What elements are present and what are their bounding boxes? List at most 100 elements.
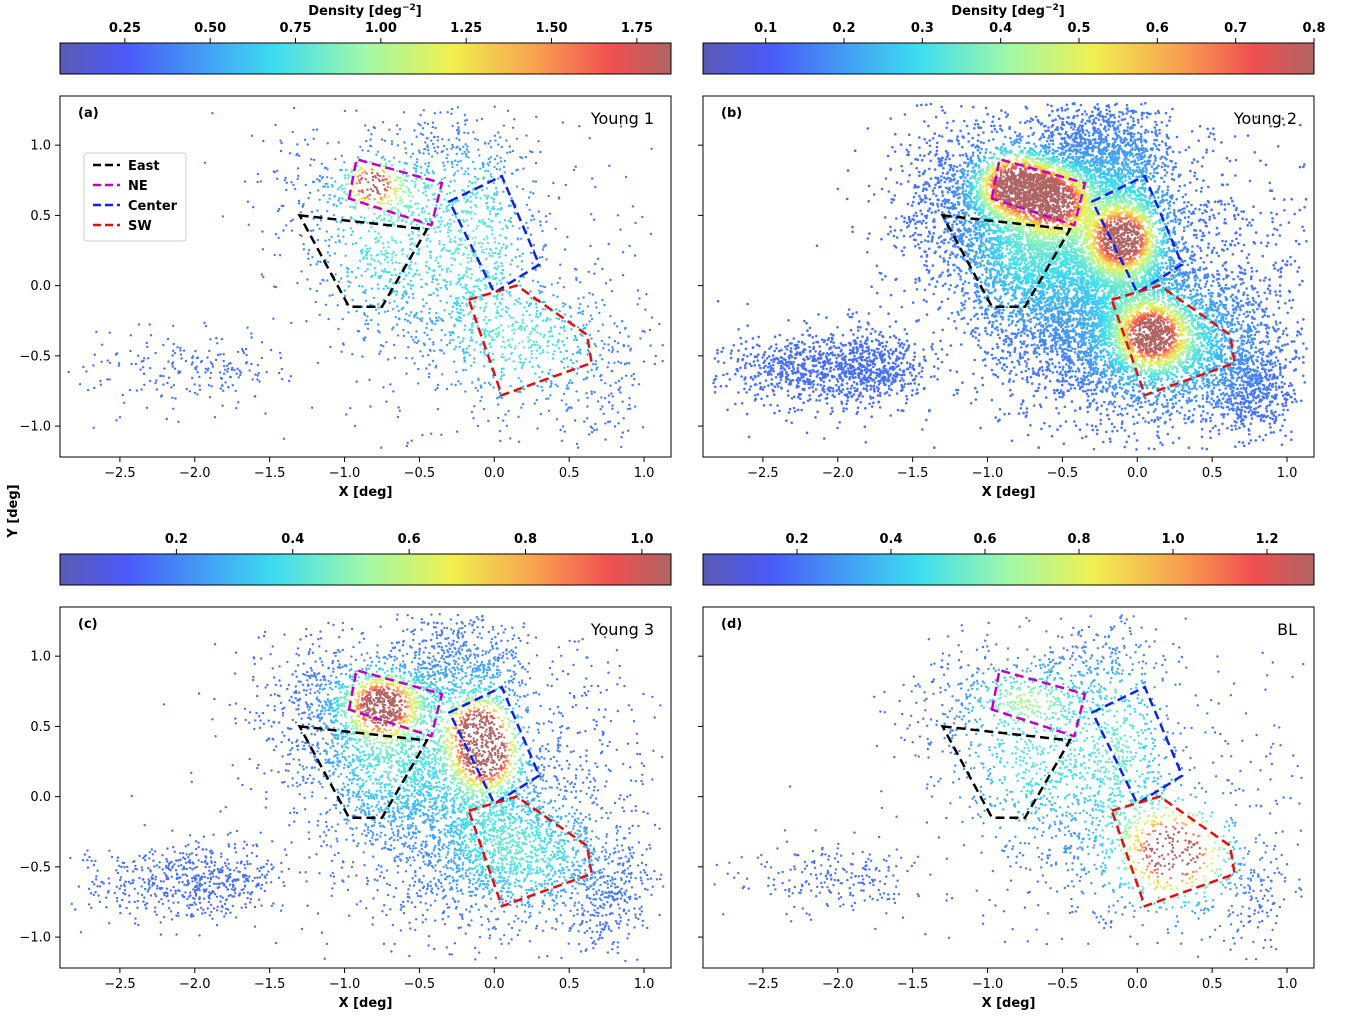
scatter-point xyxy=(436,152,438,154)
scatter-point xyxy=(1264,277,1267,280)
scatter-point xyxy=(1234,244,1237,247)
scatter-point xyxy=(410,311,412,313)
scatter-point xyxy=(717,300,720,303)
scatter-point xyxy=(483,238,485,240)
scatter-point xyxy=(290,181,292,183)
scatter-point xyxy=(921,213,924,216)
scatter-point xyxy=(142,360,144,362)
scatter-point xyxy=(608,394,610,396)
scatter-point xyxy=(307,252,309,254)
scatter-point xyxy=(529,191,531,193)
scatter-point xyxy=(845,376,848,379)
scatter-point xyxy=(438,226,440,228)
scatter-point xyxy=(651,316,653,318)
scatter-point xyxy=(830,346,833,349)
scatter-point xyxy=(1215,233,1218,236)
scatter-point xyxy=(533,341,535,343)
scatter-point xyxy=(494,241,496,243)
scatter-point xyxy=(361,149,363,151)
scatter-point xyxy=(519,302,521,304)
scatter-point xyxy=(914,343,917,346)
scatter-point xyxy=(611,290,613,292)
scatter-point xyxy=(465,284,467,286)
scatter-point xyxy=(919,220,922,223)
scatter-point xyxy=(1212,150,1215,153)
scatter-point xyxy=(100,384,102,386)
scatter-point xyxy=(436,294,438,296)
scatter-point xyxy=(445,284,447,286)
scatter-point xyxy=(869,395,872,398)
scatter-point xyxy=(1275,243,1278,246)
scatter-point xyxy=(1041,369,1044,372)
scatter-point xyxy=(1059,425,1062,428)
scatter-point xyxy=(363,256,365,258)
scatter-point xyxy=(471,325,473,327)
colorbar-tick-label: 0.75 xyxy=(279,21,311,36)
scatter-point xyxy=(414,273,416,275)
scatter-point xyxy=(1285,404,1288,407)
scatter-point xyxy=(463,132,465,134)
scatter-point xyxy=(611,351,613,353)
scatter-point xyxy=(501,265,503,267)
scatter-point xyxy=(922,220,925,223)
scatter-point xyxy=(817,370,820,373)
scatter-point xyxy=(389,176,391,178)
scatter-point xyxy=(341,197,343,199)
scatter-point xyxy=(950,344,953,347)
scatter-point xyxy=(173,384,175,386)
scatter-point xyxy=(416,207,418,209)
scatter-point xyxy=(162,383,164,385)
scatter-point xyxy=(422,127,424,129)
scatter-point xyxy=(416,165,418,167)
scatter-point xyxy=(515,299,517,301)
scatter-point xyxy=(1196,245,1199,248)
scatter-point xyxy=(611,370,613,372)
scatter-point xyxy=(355,110,357,112)
scatter-point xyxy=(788,367,791,370)
scatter-point xyxy=(446,148,448,150)
scatter-point xyxy=(617,422,619,424)
scatter-point xyxy=(467,200,469,202)
scatter-point xyxy=(906,149,909,152)
scatter-point xyxy=(907,154,910,157)
scatter-point xyxy=(483,408,485,410)
scatter-point xyxy=(414,203,416,205)
scatter-point xyxy=(458,248,460,250)
scatter-point xyxy=(868,403,871,406)
scatter-point xyxy=(362,168,364,170)
scatter-point xyxy=(451,257,453,259)
scatter-point xyxy=(539,220,541,222)
scatter-point xyxy=(835,357,838,360)
scatter-point xyxy=(861,352,864,355)
scatter-point xyxy=(936,378,939,381)
scatter-point xyxy=(410,244,412,246)
scatter-point xyxy=(467,257,469,259)
scatter-point xyxy=(278,208,280,210)
scatter-point xyxy=(237,351,239,353)
scatter-point xyxy=(643,360,645,362)
scatter-point xyxy=(753,364,756,367)
scatter-point xyxy=(490,156,492,158)
scatter-point xyxy=(852,346,855,349)
scatter-point xyxy=(162,375,164,377)
scatter-point xyxy=(1111,423,1114,426)
scatter-point xyxy=(359,174,361,176)
scatter-point xyxy=(1120,426,1123,429)
scatter-point xyxy=(903,343,906,346)
scatter-point xyxy=(1194,208,1197,211)
scatter-point xyxy=(468,180,470,182)
scatter-point xyxy=(377,323,379,325)
scatter-point xyxy=(1040,123,1043,126)
scatter-point xyxy=(1266,234,1269,237)
scatter-point xyxy=(412,297,414,299)
scatter-point xyxy=(874,330,877,333)
scatter-point xyxy=(1206,128,1209,131)
scatter-point xyxy=(93,427,95,429)
scatter-point xyxy=(408,195,410,197)
scatter-point xyxy=(934,184,937,187)
scatter-point xyxy=(591,318,593,320)
scatter-point xyxy=(342,236,344,238)
scatter-point xyxy=(1200,190,1203,193)
scatter-point xyxy=(595,302,597,304)
scatter-point xyxy=(453,348,455,350)
